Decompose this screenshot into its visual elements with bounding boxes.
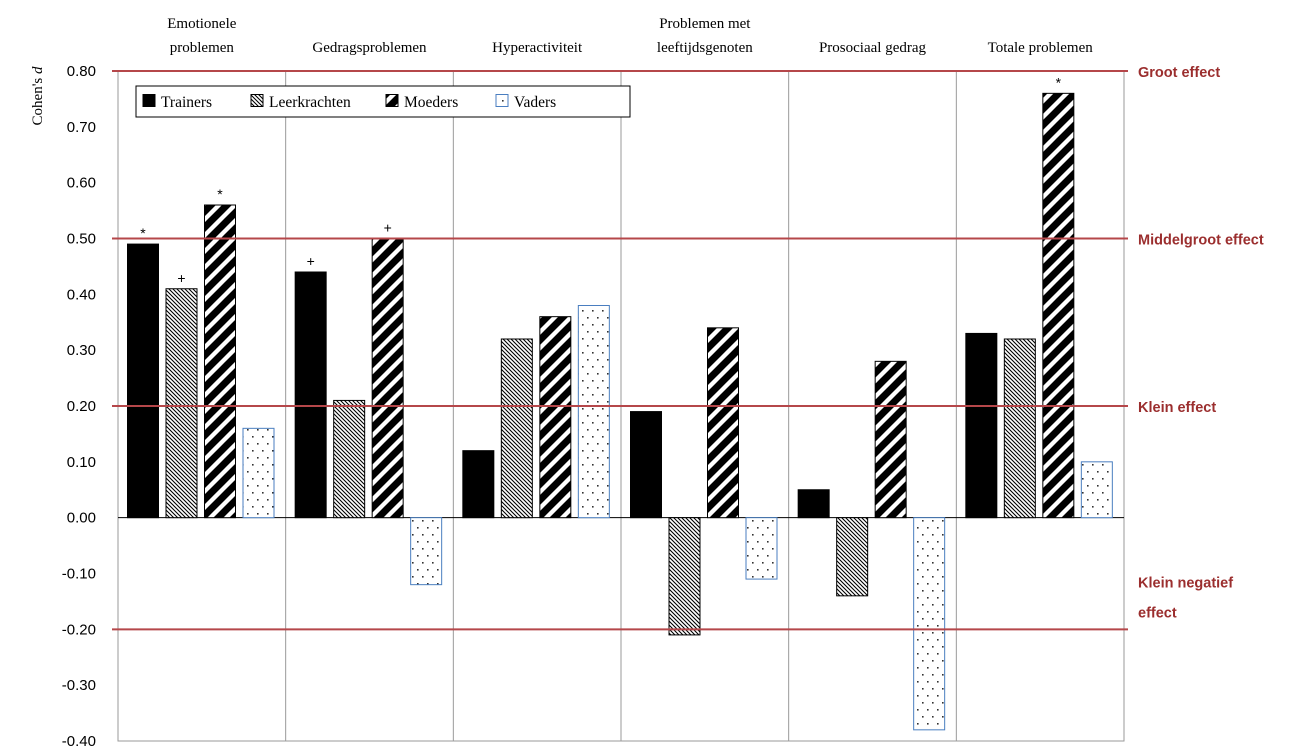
y-tick-label: 0.30 bbox=[67, 342, 96, 359]
legend-swatch-trainers bbox=[142, 94, 156, 107]
bar-vaders bbox=[577, 305, 610, 519]
legend-swatch-leerkrachten bbox=[250, 94, 264, 107]
y-tick-label: 0.10 bbox=[67, 454, 96, 471]
y-tick-label: -0.20 bbox=[62, 621, 96, 638]
category-label: Totale problemen bbox=[988, 40, 1094, 56]
bar-trainers bbox=[965, 332, 998, 519]
reference-label: Groot effect bbox=[1138, 65, 1220, 81]
significance-marker: + bbox=[177, 270, 185, 286]
bar-vaders bbox=[745, 517, 778, 580]
significance-marker: * bbox=[1056, 74, 1062, 90]
bar-moeders bbox=[371, 238, 404, 519]
legend: Trainers Leerkrachten Moeders Vaders bbox=[135, 85, 631, 118]
category-label: Prosociaal gedrag bbox=[819, 40, 927, 56]
bar-moeders bbox=[707, 327, 739, 519]
y-tick-label: -0.10 bbox=[62, 566, 96, 583]
significance-marker: * bbox=[217, 186, 223, 202]
bar-leerkrachten bbox=[165, 288, 198, 519]
bar-trainers bbox=[462, 450, 495, 519]
bar-moeders bbox=[539, 316, 572, 519]
reference-label: Klein effect bbox=[1138, 400, 1216, 416]
category-label: Gedragsproblemen bbox=[312, 40, 427, 56]
legend-label: Moeders bbox=[404, 94, 458, 111]
y-tick-label: 0.60 bbox=[67, 175, 96, 192]
category-label: Emotionele problemen bbox=[167, 16, 236, 56]
bar-trainers bbox=[127, 243, 159, 519]
legend-label: Vaders bbox=[514, 94, 556, 111]
legend-swatch-vaders bbox=[495, 94, 509, 107]
category-label: Problemen met leeftijdsgenoten bbox=[657, 16, 753, 56]
bar-leerkrachten bbox=[836, 517, 869, 597]
category-label: Hyperactiviteit bbox=[492, 40, 583, 56]
significance-marker: * bbox=[140, 225, 146, 241]
bar-leerkrachten bbox=[668, 517, 701, 636]
y-tick-label: -0.40 bbox=[62, 733, 96, 749]
bar-vaders bbox=[1080, 461, 1113, 519]
significance-marker: + bbox=[307, 253, 315, 269]
bar-moeders bbox=[1042, 92, 1075, 519]
bar-trainers bbox=[294, 271, 327, 519]
bar-vaders bbox=[242, 427, 275, 519]
y-tick-label: 0.50 bbox=[67, 231, 96, 248]
bar-leerkrachten bbox=[333, 399, 366, 519]
legend-swatch-moeders bbox=[385, 94, 399, 107]
legend-label: Trainers bbox=[161, 94, 212, 111]
bar-leerkrachten bbox=[500, 338, 533, 519]
y-axis-label: Cohen's d bbox=[30, 66, 46, 125]
y-tick-label: 0.80 bbox=[67, 63, 96, 80]
bar-leerkrachten bbox=[1003, 338, 1036, 519]
bar-trainers bbox=[797, 489, 830, 519]
legend-box bbox=[135, 85, 631, 118]
y-tick-label: 0.40 bbox=[67, 286, 96, 303]
y-tick-label: 0.00 bbox=[67, 510, 96, 527]
reference-label: Middelgroot effect bbox=[1138, 233, 1264, 249]
y-tick-label: 0.70 bbox=[67, 119, 96, 136]
bar-vaders bbox=[913, 517, 946, 731]
legend-label: Leerkrachten bbox=[269, 94, 351, 111]
y-tick-label: 0.20 bbox=[67, 398, 96, 415]
bar-trainers bbox=[630, 411, 662, 519]
bar-moeders bbox=[204, 204, 236, 519]
y-tick-label: -0.30 bbox=[62, 677, 96, 694]
bar-moeders bbox=[874, 360, 907, 519]
bar-vaders bbox=[410, 517, 443, 586]
reference-label: Klein negatief effect bbox=[1138, 575, 1233, 621]
significance-marker: + bbox=[384, 220, 392, 236]
